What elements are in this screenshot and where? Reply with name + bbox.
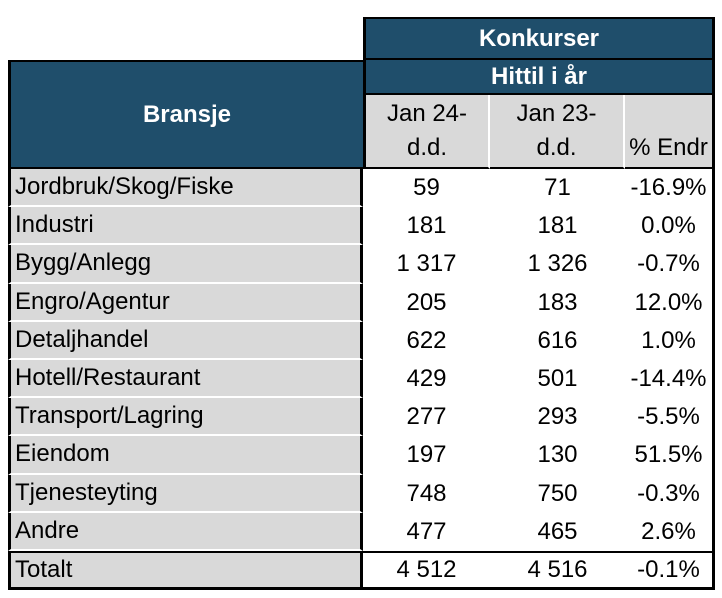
row-pct-change: -14.4% xyxy=(625,359,715,399)
corner-spacer xyxy=(8,17,363,60)
row-industry-name: Andre xyxy=(8,512,363,551)
column-header-jan23-dd: Jan 23- d.d. xyxy=(490,95,625,169)
row-industry-name: Industri xyxy=(8,207,363,246)
row-pct-change: -0.7% xyxy=(625,245,715,284)
total-pct-change: -0.1% xyxy=(625,550,715,590)
row-jan24-value: 181 xyxy=(363,207,490,246)
row-industry-name: Tjenesteyting xyxy=(8,474,363,513)
konkurser-table: Konkurser Bransje Hittil i år Jan 24- d.… xyxy=(8,17,715,590)
column-header-line2: % Endr xyxy=(629,134,708,161)
row-industry-name: Jordbruk/Skog/Fiske xyxy=(8,169,363,208)
column-header-line1: Jan 23- xyxy=(516,100,597,127)
row-jan23-value: 616 xyxy=(490,321,625,360)
total-jan24-value: 4 512 xyxy=(363,550,490,590)
row-pct-change: 2.6% xyxy=(625,512,715,551)
column-header-line2: d.d. xyxy=(406,134,448,161)
column-header-line2: d.d. xyxy=(536,134,577,161)
column-header-pct-endr: % Endr xyxy=(625,95,715,169)
row-industry-name: Hotell/Restaurant xyxy=(8,359,363,399)
row-industry-name: Eiendom xyxy=(8,436,363,475)
row-pct-change: 51.5% xyxy=(625,436,715,475)
column-header-bransje: Bransje xyxy=(8,60,363,169)
row-jan23-value: 501 xyxy=(490,359,625,399)
row-jan24-value: 197 xyxy=(363,436,490,475)
row-jan23-value: 183 xyxy=(490,283,625,322)
row-jan24-value: 622 xyxy=(363,321,490,360)
row-pct-change: -0.3% xyxy=(625,474,715,513)
total-jan23-value: 4 516 xyxy=(490,550,625,590)
table-subtitle: Hittil i år xyxy=(363,60,715,95)
row-jan24-value: 277 xyxy=(363,398,490,437)
column-header-line1 xyxy=(625,97,712,131)
row-jan23-value: 130 xyxy=(490,436,625,475)
row-pct-change: 0.0% xyxy=(625,207,715,246)
column-header-line1: Jan 24- xyxy=(386,100,468,127)
row-jan24-value: 748 xyxy=(363,474,490,513)
row-industry-name: Transport/Lagring xyxy=(8,398,363,437)
row-jan23-value: 465 xyxy=(490,512,625,551)
row-industry-name: Detaljhandel xyxy=(8,321,363,360)
row-jan24-value: 205 xyxy=(363,283,490,322)
row-jan23-value: 750 xyxy=(490,474,625,513)
table-title: Konkurser xyxy=(363,17,715,60)
row-industry-name: Bygg/Anlegg xyxy=(8,245,363,284)
row-jan23-value: 1 326 xyxy=(490,245,625,284)
row-jan24-value: 477 xyxy=(363,512,490,551)
row-jan23-value: 181 xyxy=(490,207,625,246)
row-jan24-value: 1 317 xyxy=(363,245,490,284)
column-header-jan24-dd: Jan 24- d.d. xyxy=(363,95,490,169)
row-industry-name: Engro/Agentur xyxy=(8,283,363,322)
row-pct-change: -16.9% xyxy=(625,169,715,208)
total-row-label: Totalt xyxy=(8,550,363,590)
row-jan23-value: 71 xyxy=(490,169,625,208)
row-pct-change: 12.0% xyxy=(625,283,715,322)
row-jan24-value: 59 xyxy=(363,169,490,208)
row-pct-change: -5.5% xyxy=(625,398,715,437)
row-pct-change: 1.0% xyxy=(625,321,715,360)
row-jan23-value: 293 xyxy=(490,398,625,437)
row-jan24-value: 429 xyxy=(363,359,490,399)
